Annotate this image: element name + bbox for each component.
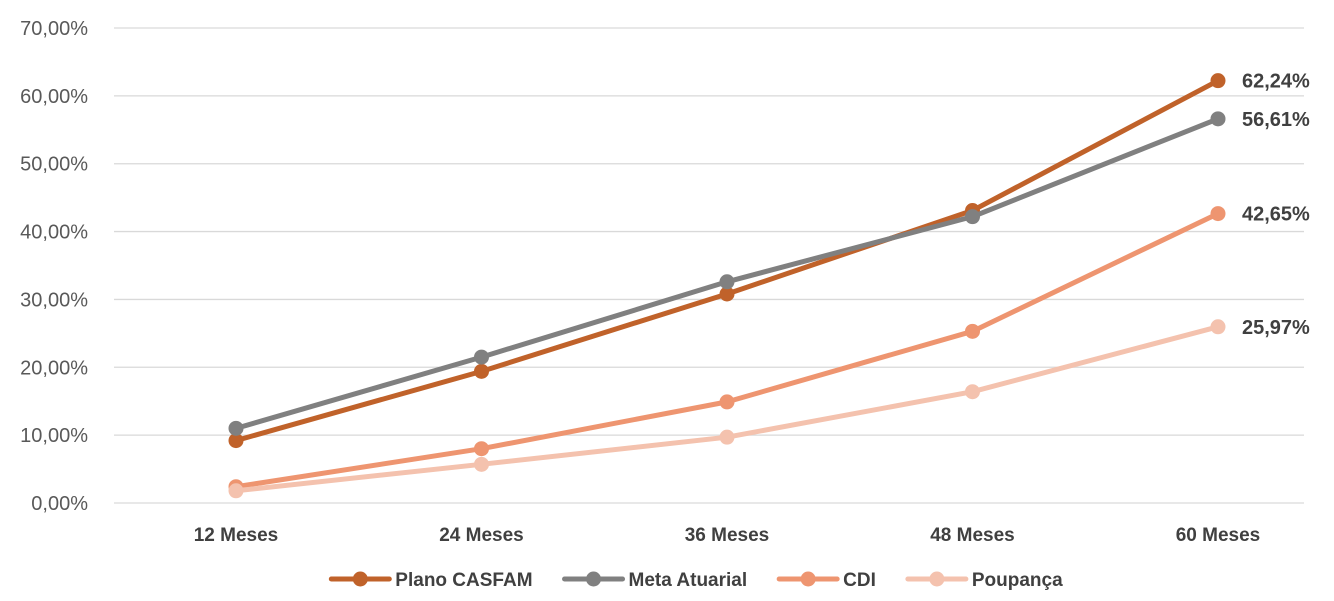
legend-item: CDI [776, 570, 876, 591]
series-lines [228, 73, 1226, 499]
legend-label: Poupança [972, 570, 1063, 591]
legend-swatch-marker [929, 571, 945, 587]
y-tick-label: 20,00% [20, 357, 88, 379]
data-point [965, 384, 980, 400]
series-cdi [228, 206, 1226, 495]
y-tick-label: 10,00% [20, 425, 88, 447]
data-point [719, 286, 735, 302]
data-point [1210, 319, 1226, 335]
x-axis-tick-labels: 12 Meses 24 Meses 36 Meses 48 Meses 60 Meses [194, 525, 1261, 546]
data-labels: 62,24% 56,61% 42,65% 25,97% [1242, 71, 1310, 339]
data-point [719, 274, 735, 290]
data-point [1210, 111, 1226, 127]
legend: Plano CASFAM Meta Atuarial CDI Poupança [328, 570, 1063, 591]
y-tick-label: 30,00% [20, 289, 88, 311]
data-point [1210, 73, 1226, 89]
gridlines [114, 27, 1304, 504]
x-tick-label: 24 Meses [439, 525, 524, 546]
data-point [965, 209, 980, 225]
legend-item: Meta Atuarial [562, 570, 748, 591]
y-tick-label: 70,00% [20, 18, 88, 40]
data-point [1210, 206, 1226, 222]
legend-item: Poupança [905, 570, 1063, 591]
data-point [474, 349, 489, 365]
data-label: 25,97% [1242, 317, 1310, 339]
legend-swatch-marker [800, 571, 816, 587]
legend-swatch-marker [352, 571, 368, 587]
y-tick-label: 0,00% [31, 493, 88, 515]
legend-label: Plano CASFAM [395, 570, 532, 591]
data-point [474, 456, 489, 472]
x-tick-label: 60 Meses [1176, 525, 1261, 546]
legend-item: Plano CASFAM [328, 570, 533, 591]
y-tick-label: 40,00% [20, 222, 88, 244]
data-point [228, 483, 244, 499]
x-tick-label: 36 Meses [685, 525, 770, 546]
y-axis-tick-labels: 0,00% 10,00% 20,00% 30,00% 40,00% 50,00% 60,00… [20, 18, 88, 515]
series-plano-casfam [228, 73, 1226, 449]
series-poupan-a [228, 319, 1226, 499]
data-point [719, 429, 735, 445]
series-meta-atuarial [228, 111, 1226, 436]
legend-swatch-marker [586, 571, 602, 587]
data-point [474, 363, 489, 379]
x-tick-label: 12 Meses [194, 525, 279, 546]
data-point [965, 323, 980, 339]
series-line [233, 211, 1221, 490]
y-tick-label: 60,00% [20, 86, 88, 108]
data-point [228, 433, 244, 449]
data-label: 62,24% [1242, 71, 1310, 93]
series-line [233, 116, 1221, 431]
data-point [474, 441, 489, 457]
data-label: 42,65% [1242, 204, 1310, 226]
legend-label: Meta Atuarial [629, 570, 748, 591]
data-point [228, 420, 244, 436]
y-tick-label: 50,00% [20, 154, 88, 176]
x-tick-label: 48 Meses [930, 525, 1015, 546]
data-point [719, 394, 735, 410]
data-label: 56,61% [1242, 109, 1310, 131]
legend-label: CDI [843, 570, 876, 591]
